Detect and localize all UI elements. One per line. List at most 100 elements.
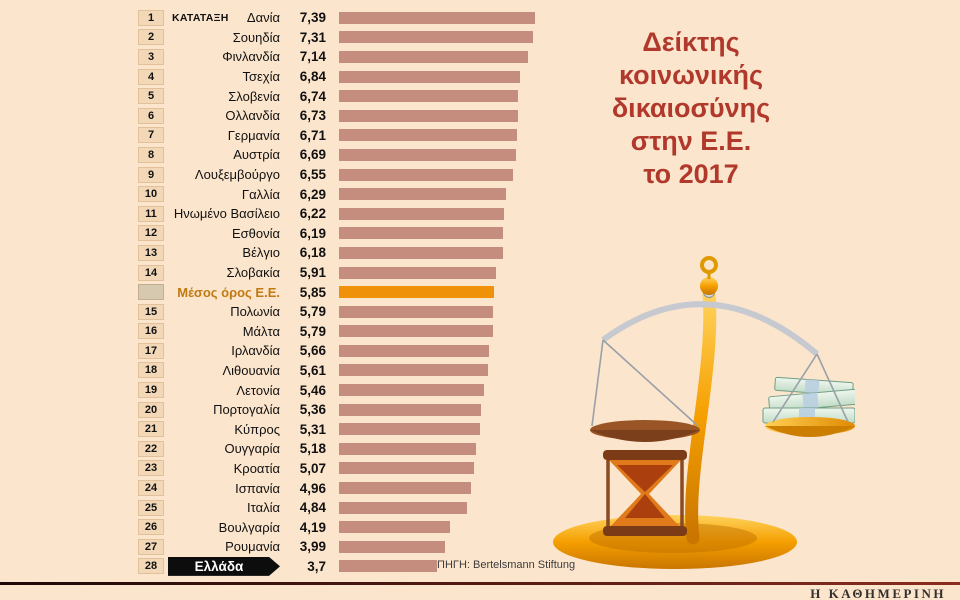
rank-number: 28	[138, 558, 164, 575]
rank-number: 15	[138, 303, 164, 320]
rank-cell: 28	[138, 558, 168, 575]
country-label: Κύπρος	[234, 421, 280, 437]
country-cell: Λιθουανία	[168, 363, 280, 378]
country-cell: Βέλγιο	[168, 245, 280, 260]
bar-track	[339, 384, 960, 397]
value-label: 7,31	[299, 29, 326, 45]
country-label: Μέσος όρος Ε.Ε.	[177, 284, 280, 300]
bar-track	[339, 442, 960, 455]
table-row: 27 Ρουμανία 3,99	[0, 537, 960, 557]
rank-cell: 25	[138, 499, 168, 516]
rank-number	[138, 284, 164, 301]
value-bar	[339, 501, 468, 514]
country-label: Σλοβακία	[226, 265, 280, 281]
top-ring	[700, 256, 718, 274]
bar-track	[339, 168, 960, 181]
rank-cell: 9	[138, 166, 168, 183]
rank-cell: 18	[138, 362, 168, 379]
rank-cell: 12	[138, 225, 168, 242]
country-cell: Λετονία	[168, 383, 280, 398]
rank-number: 18	[138, 362, 164, 379]
value-bar	[339, 482, 471, 495]
value-label: 6,73	[299, 108, 326, 124]
country-cell: Πορτογαλία	[168, 402, 280, 417]
table-row: 19 Λετονία 5,46	[0, 380, 960, 400]
country-label: Γαλλία	[241, 186, 280, 202]
rank-number: 7	[138, 127, 164, 144]
country-cell: Ιταλία	[168, 500, 280, 515]
value-label: 4,19	[299, 519, 326, 535]
country-label: Φινλανδία	[222, 49, 280, 65]
rank-cell: 27	[138, 538, 168, 555]
country-label: Λετονία	[236, 382, 280, 398]
table-row: 6 Ολλανδία 6,73	[0, 106, 960, 126]
country-label: Πορτογαλία	[213, 402, 280, 418]
country-cell: Εσθονία	[168, 226, 280, 241]
country-label: Δανία	[246, 10, 280, 26]
value-label: 4,84	[299, 500, 326, 516]
value-bar	[339, 207, 504, 220]
country-cell: Ισπανία	[168, 481, 280, 496]
value-bar	[339, 266, 496, 279]
bar-track	[339, 501, 960, 514]
country-cell: Αυστρία	[168, 147, 280, 162]
value-label: 5,46	[299, 382, 326, 398]
rank-cell: 6	[138, 107, 168, 124]
bar-track	[339, 31, 960, 44]
table-row: 23 Κροατία 5,07	[0, 459, 960, 479]
country-cell: Ελλάδα	[168, 557, 280, 576]
value-bar	[339, 442, 477, 455]
bar-track	[339, 482, 960, 495]
value-bar	[339, 521, 451, 534]
rank-cell: 23	[138, 460, 168, 477]
value-bar	[339, 70, 521, 83]
value-bar	[339, 540, 445, 553]
value-label: 5,85	[299, 284, 326, 300]
country-cell: Βουλγαρία	[168, 520, 280, 535]
value-bar	[339, 188, 506, 201]
table-row: 20 Πορτογαλία 5,36	[0, 400, 960, 420]
country-cell: Γαλλία	[168, 187, 280, 202]
country-label: Ιταλία	[247, 500, 280, 516]
table-row: 3 Φινλανδία 7,14	[0, 47, 960, 67]
country-label: Πολωνία	[230, 304, 280, 320]
country-label: Αυστρία	[233, 147, 280, 163]
value-bar	[339, 364, 488, 377]
table-row: 13 Βέλγιο 6,18	[0, 243, 960, 263]
bar-track	[339, 364, 960, 377]
rank-number: 4	[138, 68, 164, 85]
value-label: 5,07	[299, 460, 326, 476]
country-cell: Σλοβενία	[168, 89, 280, 104]
value-bar	[339, 109, 518, 122]
table-row: 25 Ιταλία 4,84	[0, 498, 960, 518]
value-bar	[339, 90, 518, 103]
scales-illustration	[553, 256, 855, 569]
table-row: 24 Ισπανία 4,96	[0, 478, 960, 498]
value-label: 5,36	[299, 402, 326, 418]
table-row: 16 Μάλτα 5,79	[0, 322, 960, 342]
rank-number: 24	[138, 480, 164, 497]
country-label: Ηνωμένο Βασίλειο	[173, 206, 280, 222]
value-bar	[339, 305, 493, 318]
table-row: 1 ΚΑΤΑΤΑΞΗ Δανία 7,39	[0, 8, 960, 28]
country-cell: Ιρλανδία	[168, 343, 280, 358]
country-cell: Ουγγαρία	[168, 441, 280, 456]
rank-cell: 13	[138, 244, 168, 261]
bar-track	[339, 325, 960, 338]
value-label: 6,69	[299, 147, 326, 163]
rank-number: 5	[138, 88, 164, 105]
value-bar	[339, 344, 490, 357]
bar-track	[339, 403, 960, 416]
value-bar	[339, 50, 529, 63]
bar-track	[339, 423, 960, 436]
country-label: Βέλγιο	[242, 245, 280, 261]
value-bar	[339, 246, 503, 259]
country-label: Κροατία	[233, 460, 280, 476]
country-cell: ΚΑΤΑΤΑΞΗ Δανία	[168, 10, 280, 25]
value-bar	[339, 168, 513, 181]
rank-cell: 8	[138, 146, 168, 163]
rank-number: 14	[138, 264, 164, 281]
bar-track	[339, 148, 960, 161]
rank-cell: 22	[138, 440, 168, 457]
